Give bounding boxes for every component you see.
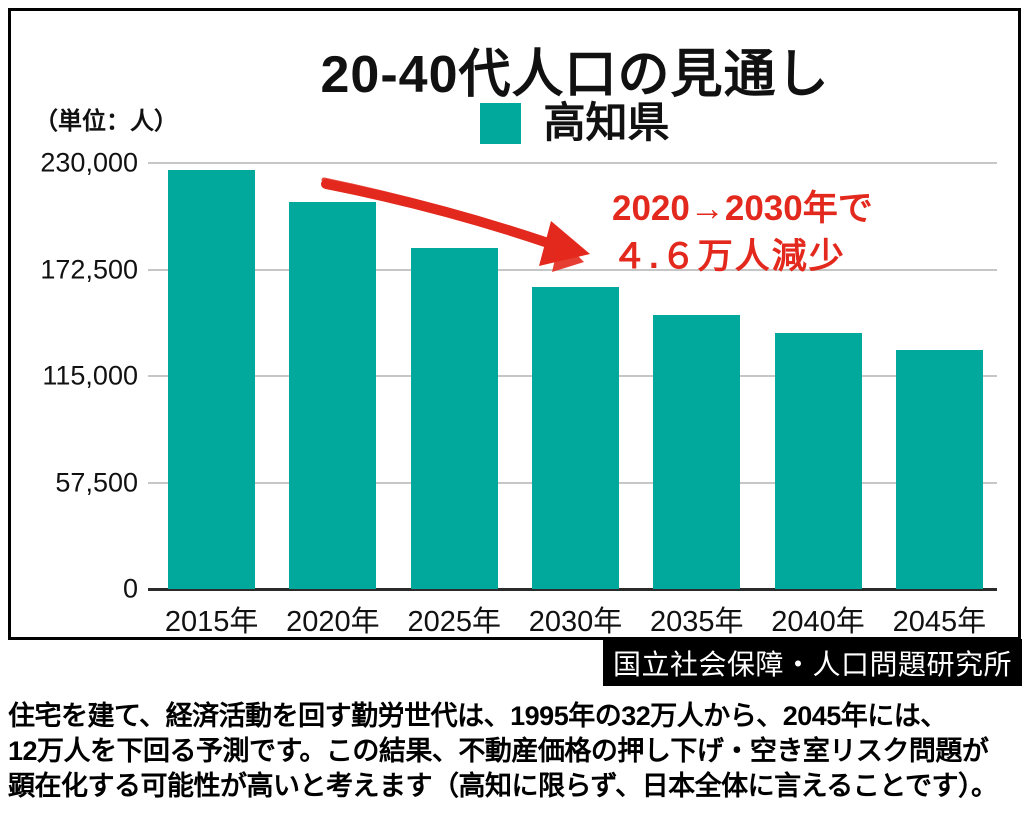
y-tick-label: 172,500: [40, 254, 138, 284]
annotation-line2: ４.６万人減少: [612, 237, 846, 276]
x-axis-labels: 2015年 2020年 2025年 2030年 2035年 2040年 2045年: [148, 598, 997, 638]
caption-line3: 顕在化する可能性が高いと考えます（高知に限らず、日本全体に言えることです）。: [8, 771, 998, 801]
y-axis-labels: 0 57,500 115,000 172,500 230,000: [0, 148, 138, 604]
bar-2025年: [410, 248, 498, 589]
caption-line2: 12万人を下回る予測です。この結果、不動産価格の押し下げ・空き室リスク問題が: [8, 736, 989, 766]
x-axis-line: [148, 588, 997, 591]
caption: 住宅を建て、経済活動を回す勤労世代は、1995年の32万人から、2045年には、…: [8, 699, 1020, 804]
source-box: 国立社会保障・人口問題研究所: [603, 639, 1022, 686]
bar-2035年: [653, 314, 741, 589]
y-tick-label: 115,000: [42, 360, 138, 391]
bar-2020年: [289, 201, 377, 589]
plot-area: [148, 162, 997, 591]
x-tick-label: 2035年: [650, 606, 744, 638]
chart-title: 20-40代人口の見通し: [320, 46, 830, 104]
x-tick-label: 2015年: [164, 606, 259, 638]
annotation-line1: 2020→2030年で: [612, 189, 873, 228]
gridline: [148, 162, 997, 164]
y-tick-label: 230,000: [40, 147, 138, 178]
y-tick-label: 0: [122, 573, 138, 604]
gridline: [148, 268, 997, 271]
bar-2015年: [168, 170, 256, 589]
bar-2030年: [532, 287, 619, 589]
legend: 高知県: [140, 101, 1010, 145]
y-axis-unit-label: （単位：人）: [34, 108, 178, 135]
y-tick-label: 57,500: [55, 467, 138, 497]
bar-2045年: [895, 350, 983, 589]
source-label: 国立社会保障・人口問題研究所: [612, 649, 1012, 681]
x-tick-label: 2045年: [892, 606, 987, 638]
bar-2040年: [774, 333, 862, 589]
x-tick-label: 2030年: [528, 606, 623, 638]
caption-line1: 住宅を建て、経済活動を回す勤労世代は、1995年の32万人から、2045年には、: [8, 701, 947, 731]
x-tick-label: 2040年: [771, 606, 865, 638]
x-tick-label: 2020年: [286, 606, 380, 638]
x-tick-label: 2025年: [407, 606, 501, 638]
legend-label: 高知県: [543, 99, 670, 146]
legend-swatch-icon: [480, 102, 522, 144]
